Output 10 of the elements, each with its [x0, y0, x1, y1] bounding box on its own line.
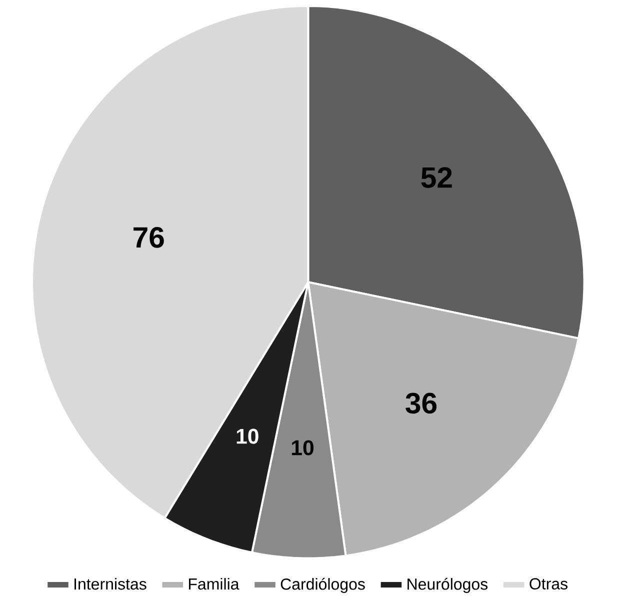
legend-label: Otras	[530, 578, 568, 590]
data-label: 10	[292, 440, 314, 456]
data-label: 52	[421, 167, 452, 188]
legend-label: Familia	[189, 578, 240, 590]
data-label: 36	[406, 392, 437, 414]
data-label: 10	[236, 428, 258, 444]
legend-label: Cardiólogos	[280, 578, 365, 593]
legend-label: Neurólogos	[408, 578, 488, 593]
data-label: 76	[134, 226, 164, 248]
legend-label: Internistas	[74, 578, 146, 590]
